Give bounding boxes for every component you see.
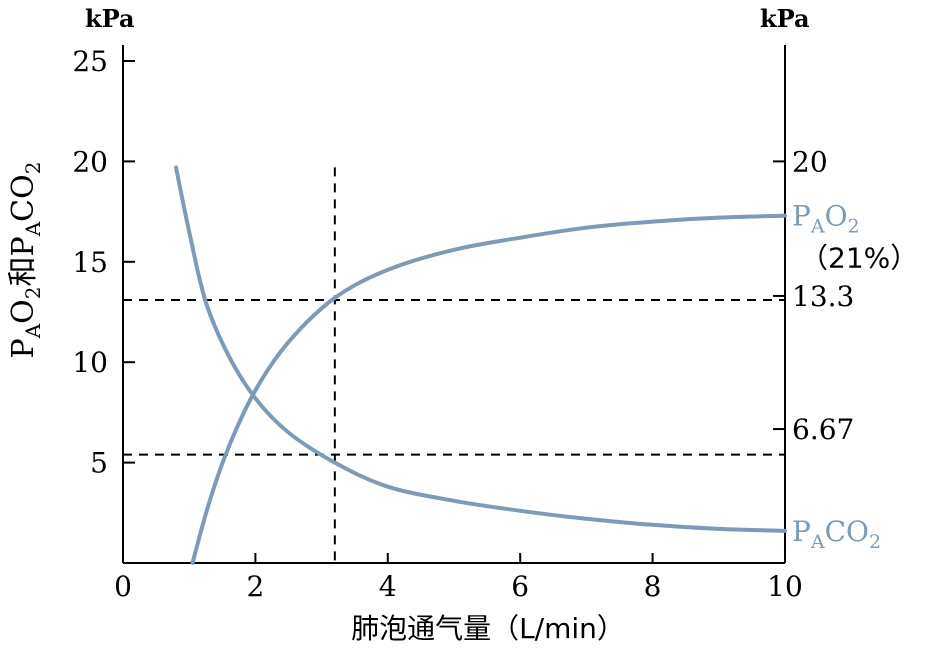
y-axis-label: PAO2和PACO2 bbox=[6, 162, 45, 359]
left-y-tick-label: 20 bbox=[72, 145, 108, 178]
series-label-paco2: PACO2 bbox=[792, 515, 881, 553]
reference-lines bbox=[123, 167, 785, 563]
y-axis-label-part-3: 和P bbox=[6, 236, 41, 286]
y-axis-label-part-4: CO bbox=[6, 174, 41, 222]
left-y-tick-label: 15 bbox=[72, 246, 108, 279]
x-tick-label: 6 bbox=[511, 570, 529, 603]
series-note-pao2: （21%） bbox=[800, 242, 918, 275]
left-y-tick-label: 5 bbox=[90, 447, 108, 480]
axes: 0 2 4 6 8 10 5 10 15 20 25 20 13.3 6.67 bbox=[72, 45, 854, 603]
series-labels: PAO2 （21%） PACO2 bbox=[792, 200, 918, 553]
y-axis-label-sub-1: A bbox=[21, 323, 45, 339]
x-tick-label: 10 bbox=[767, 570, 803, 603]
left-y-tick-label: 10 bbox=[72, 346, 108, 379]
right-y-tick-label: 13.3 bbox=[792, 280, 854, 313]
y-axis-label-sub-3: A bbox=[21, 221, 45, 237]
series-layer bbox=[174, 165, 787, 565]
right-y-tick-label: 20 bbox=[792, 145, 828, 178]
left-y-tick-label: 25 bbox=[72, 45, 108, 78]
y-axis-label-sub-2: 2 bbox=[21, 286, 45, 299]
x-axis-label: 肺泡通气量（L/min） bbox=[351, 612, 625, 645]
right-y-tick-label: 6.67 bbox=[792, 413, 854, 446]
series-line-paco2 bbox=[174, 165, 787, 533]
x-tick-label: 0 bbox=[114, 570, 132, 603]
y-axis-label-part-2: O bbox=[6, 299, 41, 324]
y-axis-label-part-1: P bbox=[6, 338, 41, 358]
x-tick-label: 4 bbox=[379, 570, 397, 603]
y-axis-label-sub-4: 2 bbox=[21, 162, 45, 175]
series-label-pao2: PAO2 bbox=[792, 200, 860, 238]
x-tick-label: 8 bbox=[644, 570, 662, 603]
right-axis-unit: kPa bbox=[760, 4, 810, 33]
x-tick-label: 2 bbox=[246, 570, 264, 603]
series-line-pao2 bbox=[190, 213, 787, 565]
left-axis-unit: kPa bbox=[85, 4, 135, 33]
